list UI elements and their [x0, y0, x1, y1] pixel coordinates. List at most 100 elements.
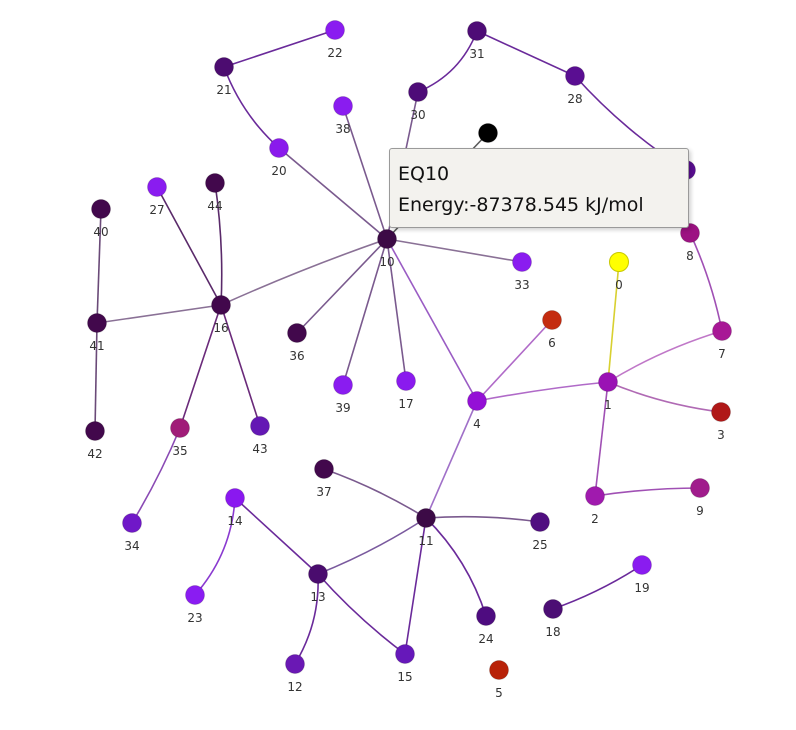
node-2-circle[interactable]: [585, 486, 605, 506]
node-41[interactable]: 41: [87, 313, 107, 354]
node-10-circle[interactable]: [377, 229, 397, 249]
node-35[interactable]: 35: [170, 418, 190, 459]
edge-27-16: [156, 186, 222, 306]
node-8[interactable]: 8: [680, 223, 700, 264]
node-43[interactable]: 43: [250, 416, 270, 457]
node-5-circle[interactable]: [489, 660, 509, 680]
node-11-circle[interactable]: [416, 508, 436, 528]
node-31-circle[interactable]: [467, 21, 487, 41]
edge-16-43: [220, 304, 261, 427]
node-3-circle[interactable]: [711, 402, 731, 422]
node-1-circle[interactable]: [598, 372, 618, 392]
node-40[interactable]: 40: [91, 199, 111, 240]
node-5[interactable]: 5: [489, 660, 509, 701]
node-35-circle[interactable]: [170, 418, 190, 438]
node-33-circle[interactable]: [512, 252, 532, 272]
node-10[interactable]: 10: [377, 229, 397, 270]
node-27-circle[interactable]: [147, 177, 167, 197]
node-39[interactable]: 39: [333, 375, 353, 416]
node-23-circle[interactable]: [185, 585, 205, 605]
node-0-circle[interactable]: [609, 252, 629, 272]
node-4-label: 4: [473, 417, 481, 431]
node-16[interactable]: 16: [211, 295, 231, 336]
node-16-circle[interactable]: [211, 295, 231, 315]
node-6[interactable]: 6: [542, 310, 562, 351]
node-19-circle[interactable]: [632, 555, 652, 575]
node-19-label: 19: [634, 581, 649, 595]
node-31-label: 31: [469, 47, 484, 61]
node-42[interactable]: 42: [85, 421, 105, 462]
node-27[interactable]: 27: [147, 177, 167, 218]
node-30[interactable]: 30: [408, 82, 428, 123]
node-44[interactable]: 44: [205, 173, 225, 214]
node-38[interactable]: 38: [333, 96, 353, 137]
node-21[interactable]: 21: [214, 57, 234, 98]
node-38-label: 38: [335, 122, 350, 136]
node-9-circle[interactable]: [690, 478, 710, 498]
node-25-circle[interactable]: [530, 512, 550, 532]
node-36[interactable]: 36: [287, 323, 307, 364]
node-36-circle[interactable]: [287, 323, 307, 343]
node-38-circle[interactable]: [333, 96, 353, 116]
edge-10-36: [296, 238, 388, 334]
node-7[interactable]: 7: [712, 321, 732, 362]
node-44-circle[interactable]: [205, 173, 225, 193]
node-39-circle[interactable]: [333, 375, 353, 395]
node-17-circle[interactable]: [396, 371, 416, 391]
node-34[interactable]: 34: [122, 513, 142, 554]
node-4[interactable]: 4: [467, 391, 487, 432]
node-43-circle[interactable]: [250, 416, 270, 436]
node-31[interactable]: 31: [467, 21, 487, 62]
node-18[interactable]: 18: [543, 599, 563, 640]
node-28-circle[interactable]: [565, 66, 585, 86]
edge-2-9: [594, 487, 701, 497]
edge-4-1: [476, 381, 609, 402]
node-13-circle[interactable]: [308, 564, 328, 584]
node-8-circle[interactable]: [680, 223, 700, 243]
node-14[interactable]: 14: [225, 488, 245, 529]
node-20[interactable]: 20: [269, 138, 289, 179]
node-26-circle[interactable]: [478, 123, 498, 143]
node-21-circle[interactable]: [214, 57, 234, 77]
node-24-circle[interactable]: [476, 606, 496, 626]
node-28[interactable]: 28: [565, 66, 585, 107]
node-37[interactable]: 37: [314, 459, 334, 500]
node-19[interactable]: 19: [632, 555, 652, 596]
node-20-circle[interactable]: [269, 138, 289, 158]
node-24[interactable]: 24: [476, 606, 496, 647]
node-26[interactable]: [478, 123, 498, 143]
node-41-circle[interactable]: [87, 313, 107, 333]
node-23[interactable]: 23: [185, 585, 205, 626]
node-5-label: 5: [495, 686, 503, 700]
node-40-circle[interactable]: [91, 199, 111, 219]
node-37-circle[interactable]: [314, 459, 334, 479]
node-22[interactable]: 22: [325, 20, 345, 61]
node-6-circle[interactable]: [542, 310, 562, 330]
node-9[interactable]: 9: [690, 478, 710, 519]
node-14-circle[interactable]: [225, 488, 245, 508]
node-3[interactable]: 3: [711, 402, 731, 443]
node-2[interactable]: 2: [585, 486, 605, 527]
node-22-circle[interactable]: [325, 20, 345, 40]
node-37-label: 37: [316, 485, 331, 499]
node-7-label: 7: [718, 347, 726, 361]
node-15-circle[interactable]: [395, 644, 415, 664]
node-7-circle[interactable]: [712, 321, 732, 341]
node-15[interactable]: 15: [395, 644, 415, 685]
node-30-circle[interactable]: [408, 82, 428, 102]
node-17[interactable]: 17: [396, 371, 416, 412]
node-33[interactable]: 33: [512, 252, 532, 293]
node-25[interactable]: 25: [530, 512, 550, 553]
node-4-circle[interactable]: [467, 391, 487, 411]
node-13[interactable]: 13: [308, 564, 328, 605]
node-42-circle[interactable]: [85, 421, 105, 441]
edge-41-42: [94, 322, 98, 432]
node-12-circle[interactable]: [285, 654, 305, 674]
node-18-circle[interactable]: [543, 599, 563, 619]
node-34-circle[interactable]: [122, 513, 142, 533]
node-21-label: 21: [216, 83, 231, 97]
node-11[interactable]: 11: [416, 508, 436, 549]
node-1[interactable]: 1: [598, 372, 618, 413]
node-12[interactable]: 12: [285, 654, 305, 695]
node-0[interactable]: 0: [609, 252, 629, 293]
